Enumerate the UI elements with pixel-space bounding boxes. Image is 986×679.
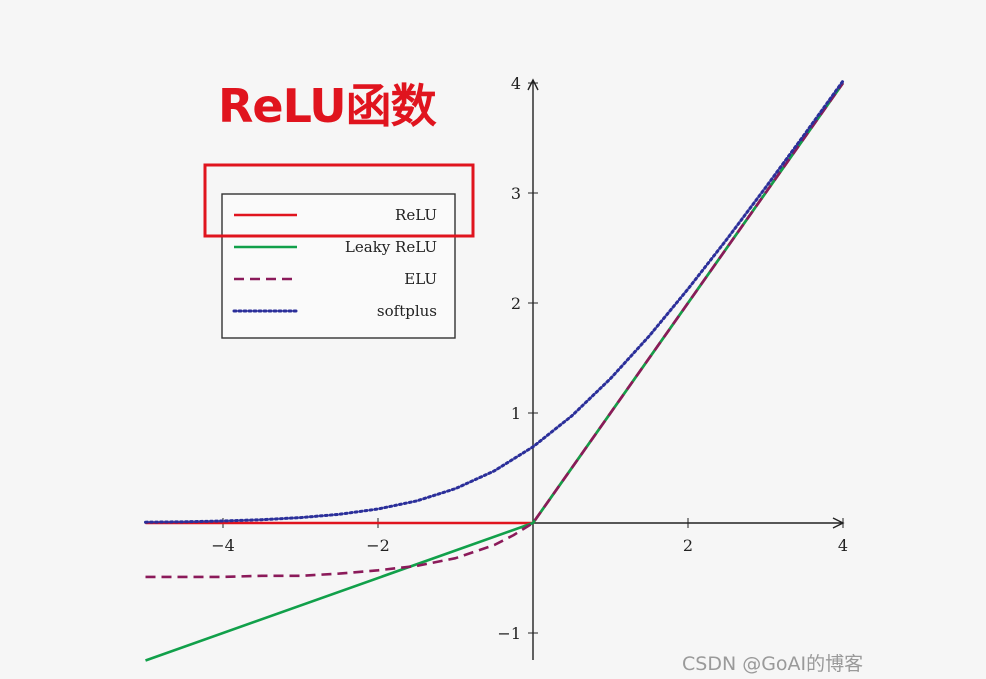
highlight-box [203,163,475,238]
y-tick-label: −1 [497,624,521,643]
y-tick-label: 3 [511,184,521,203]
legend-label: softplus [377,302,437,320]
series-leaky-relu-line [145,82,845,662]
y-axis-arrow [527,78,539,91]
legend-label: Leaky ReLU [345,238,437,256]
x-tick-label: 4 [838,536,848,555]
x-tick-label: −4 [211,536,235,555]
legend: ReLU Leaky ReLU ELU softplus [221,193,456,339]
y-tick-label: 1 [511,404,521,423]
legend-frame [221,193,456,339]
legend-label: ReLU [395,206,437,224]
series-layer [144,79,845,662]
series-elu-line [145,82,845,579]
x-tick-label: −2 [366,536,390,555]
legend-label: ELU [404,270,437,288]
axes: −4 −2 2 4 −1 1 2 3 4 [145,74,848,660]
series-softplus-line [144,79,845,524]
watermark: CSDN @GoAI的博客 [682,653,863,675]
page-title: ReLU函数 [218,79,437,133]
y-tick-label: 4 [511,74,521,93]
y-tick-label: 2 [511,294,521,313]
x-tick-label: 2 [683,536,693,555]
